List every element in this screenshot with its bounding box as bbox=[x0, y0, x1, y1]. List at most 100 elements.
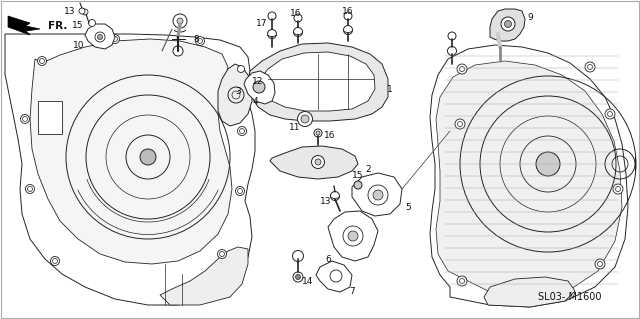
Circle shape bbox=[237, 189, 243, 194]
Text: 4: 4 bbox=[252, 97, 258, 106]
Polygon shape bbox=[248, 43, 388, 121]
Circle shape bbox=[501, 17, 515, 31]
Circle shape bbox=[344, 26, 353, 34]
Circle shape bbox=[448, 32, 456, 40]
Circle shape bbox=[220, 251, 225, 256]
Circle shape bbox=[330, 191, 339, 201]
Text: 12: 12 bbox=[252, 77, 264, 85]
Circle shape bbox=[40, 58, 45, 63]
Circle shape bbox=[236, 187, 244, 196]
Polygon shape bbox=[244, 71, 275, 104]
Text: 6: 6 bbox=[325, 255, 331, 263]
Circle shape bbox=[530, 292, 540, 302]
Circle shape bbox=[38, 56, 47, 65]
Circle shape bbox=[301, 115, 309, 123]
Circle shape bbox=[268, 29, 276, 39]
Circle shape bbox=[613, 184, 623, 194]
Circle shape bbox=[457, 276, 467, 286]
Circle shape bbox=[97, 34, 102, 40]
Circle shape bbox=[316, 131, 320, 135]
Polygon shape bbox=[30, 39, 232, 264]
Text: 10: 10 bbox=[73, 41, 84, 49]
Circle shape bbox=[20, 115, 29, 123]
Circle shape bbox=[237, 127, 246, 136]
Circle shape bbox=[195, 36, 205, 46]
Circle shape bbox=[293, 272, 303, 282]
Circle shape bbox=[312, 155, 324, 168]
Text: 15: 15 bbox=[352, 170, 364, 180]
Text: 13: 13 bbox=[64, 6, 76, 16]
Circle shape bbox=[585, 62, 595, 72]
Circle shape bbox=[298, 112, 312, 127]
Circle shape bbox=[52, 258, 58, 263]
Text: 5: 5 bbox=[405, 203, 411, 211]
Circle shape bbox=[315, 159, 321, 165]
Circle shape bbox=[177, 18, 183, 24]
Circle shape bbox=[294, 14, 302, 22]
Circle shape bbox=[239, 129, 244, 133]
Text: 13: 13 bbox=[320, 197, 332, 205]
Text: 8: 8 bbox=[193, 34, 199, 43]
Circle shape bbox=[173, 14, 187, 28]
Circle shape bbox=[26, 184, 35, 194]
Polygon shape bbox=[316, 261, 352, 292]
Polygon shape bbox=[484, 277, 575, 307]
Polygon shape bbox=[8, 16, 40, 35]
Text: 1: 1 bbox=[387, 85, 393, 93]
Circle shape bbox=[79, 8, 85, 14]
Circle shape bbox=[113, 36, 118, 41]
Polygon shape bbox=[270, 146, 358, 179]
Circle shape bbox=[22, 116, 28, 122]
Polygon shape bbox=[430, 45, 628, 307]
Text: 14: 14 bbox=[302, 278, 314, 286]
Circle shape bbox=[348, 231, 358, 241]
Circle shape bbox=[373, 190, 383, 200]
Circle shape bbox=[88, 19, 95, 26]
Text: FR.: FR. bbox=[48, 21, 67, 31]
Circle shape bbox=[218, 249, 227, 258]
Circle shape bbox=[447, 47, 456, 56]
Polygon shape bbox=[262, 52, 375, 111]
Text: 17: 17 bbox=[256, 19, 268, 28]
Circle shape bbox=[344, 12, 352, 20]
Circle shape bbox=[253, 81, 265, 93]
Circle shape bbox=[605, 109, 615, 119]
Text: 16: 16 bbox=[291, 10, 301, 19]
Polygon shape bbox=[352, 173, 402, 216]
Circle shape bbox=[296, 275, 301, 279]
Circle shape bbox=[504, 20, 511, 27]
Circle shape bbox=[173, 46, 183, 56]
Circle shape bbox=[268, 12, 276, 20]
Circle shape bbox=[237, 65, 244, 72]
Polygon shape bbox=[85, 24, 115, 49]
Circle shape bbox=[294, 27, 303, 36]
Circle shape bbox=[455, 119, 465, 129]
Circle shape bbox=[536, 152, 560, 176]
Text: 2: 2 bbox=[365, 165, 371, 174]
Text: 15: 15 bbox=[72, 20, 84, 29]
Circle shape bbox=[237, 69, 243, 73]
Circle shape bbox=[354, 181, 362, 189]
Polygon shape bbox=[218, 64, 252, 126]
Polygon shape bbox=[436, 61, 622, 297]
Polygon shape bbox=[5, 34, 255, 305]
Circle shape bbox=[140, 149, 156, 165]
Circle shape bbox=[595, 259, 605, 269]
Circle shape bbox=[28, 187, 33, 191]
Text: 11: 11 bbox=[289, 122, 301, 131]
Text: 7: 7 bbox=[349, 286, 355, 295]
Text: 9: 9 bbox=[527, 12, 533, 21]
Circle shape bbox=[457, 64, 467, 74]
Circle shape bbox=[51, 256, 60, 265]
Polygon shape bbox=[38, 101, 62, 134]
Circle shape bbox=[292, 250, 303, 262]
Polygon shape bbox=[490, 9, 525, 41]
Text: SL03- M1600: SL03- M1600 bbox=[538, 292, 602, 302]
Polygon shape bbox=[160, 247, 248, 305]
Text: 16: 16 bbox=[342, 6, 354, 16]
Circle shape bbox=[111, 34, 120, 43]
Circle shape bbox=[314, 129, 322, 137]
Circle shape bbox=[198, 39, 202, 43]
Polygon shape bbox=[328, 211, 378, 261]
Circle shape bbox=[236, 66, 244, 76]
